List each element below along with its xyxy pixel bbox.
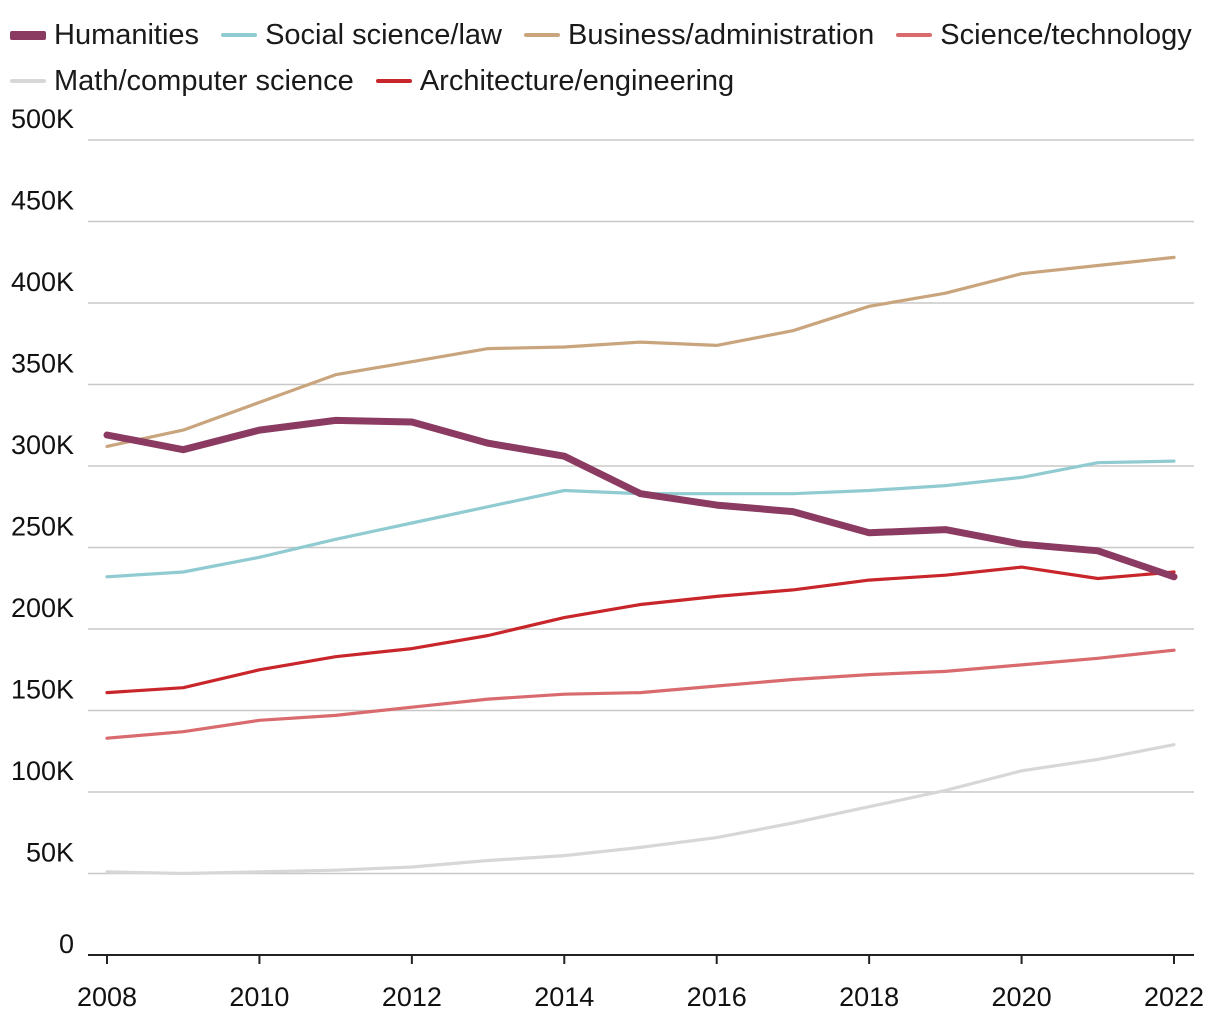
y-tick-label: 250K: [11, 512, 74, 542]
x-tick-label: 2008: [77, 982, 137, 1012]
x-axis: 2008 2010 2012 2014 2016 2018 2020 2022: [77, 955, 1204, 1012]
series-line-social-science-law: [105, 459, 1176, 579]
legend-swatch-humanities: [10, 30, 46, 40]
legend-item-math-computer-science: Math/computer science: [10, 65, 354, 98]
legend-item-business-administration: Business/administration: [524, 19, 874, 52]
x-tick-label: 2022: [1144, 982, 1204, 1012]
legend-item-social-science-law: Social science/law: [221, 19, 502, 52]
x-tick-label: 2012: [382, 982, 442, 1012]
legend-label-architecture-engineering: Architecture/engineering: [419, 64, 735, 97]
legend-item-architecture-engineering: Architecture/engineering: [375, 64, 735, 98]
grid-lines: [88, 139, 1194, 956]
legend-row-1: Humanities Social science/law Business/a…: [10, 12, 1210, 58]
y-tick-label: 300K: [11, 430, 74, 460]
x-tick-label: 2010: [229, 982, 289, 1012]
x-tick-label: 2018: [839, 982, 899, 1012]
legend-label-business-administration: Business/administration: [568, 18, 875, 51]
x-tick-label: 2014: [534, 982, 594, 1012]
legend-label-math-computer-science: Math/computer science: [54, 64, 354, 97]
legend-label-science-technology: Science/technology: [940, 18, 1192, 51]
legend-item-science-technology: Science/technology: [896, 19, 1192, 52]
series-line-business-administration: [105, 255, 1176, 448]
series-line-humanities: [103, 416, 1178, 581]
legend-swatch-math-computer-science: [10, 79, 46, 83]
legend-swatch-science-technology: [896, 33, 933, 37]
legend-swatch-architecture-engineering: [375, 79, 412, 83]
legend-swatch-business-administration: [524, 33, 561, 37]
x-tick-label: 2016: [687, 982, 747, 1012]
series-lines: [103, 255, 1178, 876]
series-line-architecture-engineering: [105, 565, 1176, 695]
y-tick-label: 200K: [11, 593, 74, 623]
y-tick-label: 350K: [11, 349, 74, 379]
legend-row-2: Math/computer science Architecture/engin…: [10, 58, 1210, 104]
x-tick-label: 2020: [992, 982, 1052, 1012]
y-tick-label: 50K: [26, 838, 74, 868]
series-line-science-technology: [105, 648, 1176, 740]
y-tick-label: 450K: [11, 186, 74, 216]
y-tick-label: 0: [59, 929, 74, 959]
y-axis: 0 50K 100K 150K 200K 250K 300K 350K 400K 450K 500K: [11, 104, 74, 959]
legend-label-humanities: Humanities: [54, 18, 200, 51]
legend-item-humanities: Humanities: [10, 19, 199, 52]
series-line-math-computer-science: [105, 743, 1176, 876]
y-tick-label: 400K: [11, 267, 74, 297]
y-tick-label: 100K: [11, 756, 74, 786]
y-tick-label: 150K: [11, 675, 74, 705]
legend-label-social-science-law: Social science/law: [265, 18, 503, 51]
y-tick-label: 500K: [11, 104, 74, 134]
legend: Humanities Social science/law Business/a…: [10, 12, 1210, 104]
legend-swatch-social-science-law: [221, 33, 258, 37]
